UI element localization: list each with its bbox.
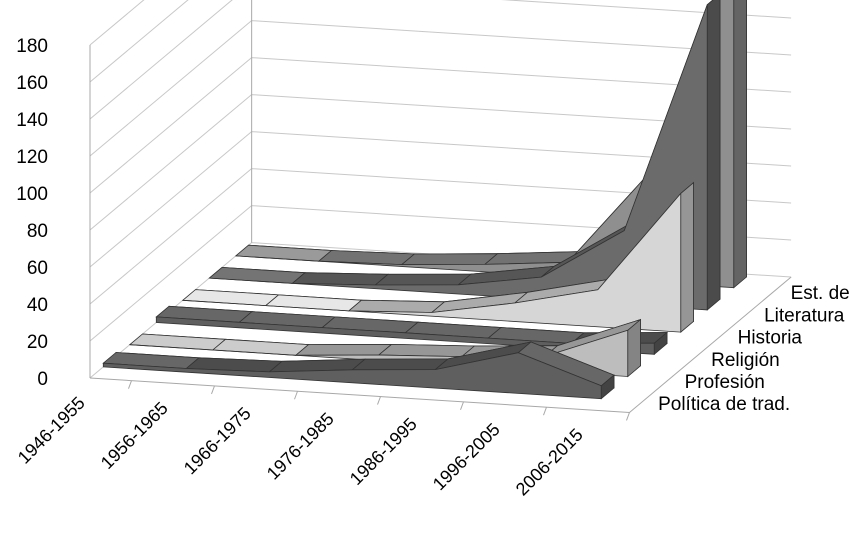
x-tick-mark xyxy=(128,380,132,389)
y-tick-label: 0 xyxy=(37,369,48,390)
ribbon-top-segment xyxy=(291,272,390,286)
ribbon-top-segment xyxy=(294,343,393,356)
y-tick-label: 140 xyxy=(16,110,48,131)
series-ribbon xyxy=(181,181,694,333)
x-category-label: 1956-1965 xyxy=(97,398,172,473)
ribbon-top-segment xyxy=(374,273,473,286)
x-axis-categories: 1946-1955 1956-1965 1966-1975 1976-1985 1986… xyxy=(14,393,587,500)
y-tick-label: 100 xyxy=(16,184,48,205)
ribbon-front-face xyxy=(102,352,602,400)
y-axis-ticks: 0 20 40 60 80 100 120 140 160 180 xyxy=(16,36,48,390)
series-ribbon xyxy=(102,341,615,400)
x-category-label: 2006-2015 xyxy=(512,424,587,499)
series-label: Religión xyxy=(711,350,780,371)
gridline-160 xyxy=(89,0,189,83)
y-tick-label: 40 xyxy=(27,295,48,316)
ribbon-end-cap xyxy=(680,181,694,333)
series-label: Historia xyxy=(738,328,803,349)
ribbon-end-cap xyxy=(653,331,668,356)
gridline-140 xyxy=(89,0,792,120)
series-ribbons xyxy=(102,0,747,400)
gridline-180 xyxy=(89,0,145,46)
x-category-label: 1976-1985 xyxy=(263,409,338,484)
ribbon-top-segment xyxy=(377,343,476,358)
y-tick-label: 80 xyxy=(27,221,48,242)
series-label: Est. de caso xyxy=(791,283,850,304)
x-tick-mark xyxy=(543,406,547,416)
depth-axis-line xyxy=(629,276,792,413)
ribbon-top-segment xyxy=(347,299,446,313)
y-tick-label: 160 xyxy=(16,73,48,94)
x-category-label: 1986-1995 xyxy=(346,414,421,489)
series-legend-labels: Política de trad.ProfesiónReligiónHistor… xyxy=(658,283,850,415)
y-tick-label: 180 xyxy=(16,36,48,57)
x-tick-mark xyxy=(377,396,381,405)
series-label: Literatura xyxy=(764,305,845,326)
y-tick-label: 120 xyxy=(16,147,48,168)
x-tick-mark xyxy=(626,412,630,421)
gridlines xyxy=(89,0,792,421)
ribbon-end-cap xyxy=(733,0,747,289)
ribbon-top-segment xyxy=(351,358,450,371)
ribbon-top-segment xyxy=(400,253,499,266)
ribbon-end-cap xyxy=(627,318,641,378)
x-category-label: 1966-1975 xyxy=(180,403,255,478)
y-tick-label: 20 xyxy=(27,332,48,353)
series-label: Profesión xyxy=(685,372,765,393)
x-category-label: 1996-2005 xyxy=(429,419,504,494)
series-label: Política de trad. xyxy=(658,394,790,415)
x-axis-line xyxy=(89,377,630,413)
ribbon-end-cap xyxy=(600,374,615,400)
x-tick-mark xyxy=(460,401,464,411)
ribbon-end-cap xyxy=(706,0,721,311)
x-tick-mark xyxy=(294,391,298,400)
x-category-label: 1946-1955 xyxy=(14,393,89,468)
x-tick-mark xyxy=(211,385,215,395)
y-tick-label: 60 xyxy=(27,258,48,279)
